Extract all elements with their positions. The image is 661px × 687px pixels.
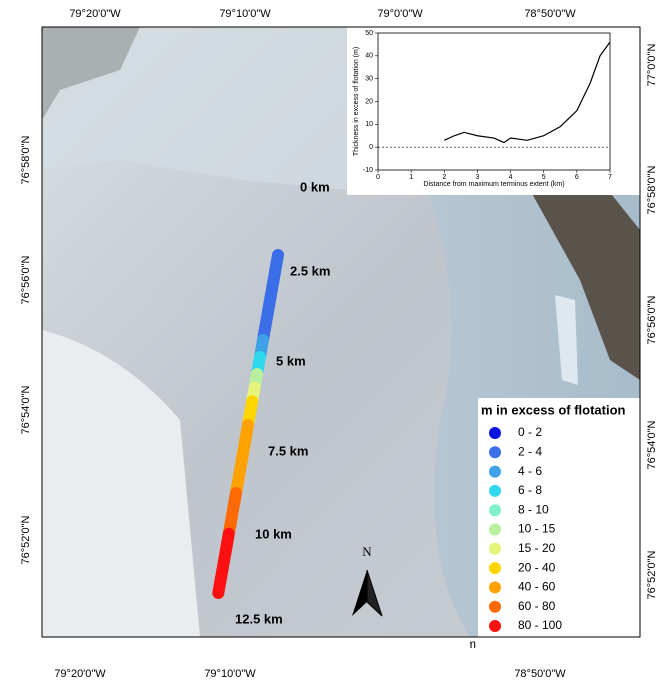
distance-label: 2.5 km — [290, 263, 330, 278]
x-tick-label: 3 — [475, 174, 479, 181]
x-tick-label: 7 — [608, 174, 612, 181]
distance-label: 7.5 km — [268, 443, 308, 458]
distance-label: 0 km — [300, 179, 330, 194]
legend-swatch — [489, 562, 501, 575]
legend-swatch — [489, 620, 501, 632]
lon-label: 79°20'0"W — [69, 8, 121, 20]
x-tick-label: 2 — [442, 174, 446, 181]
track — [212, 249, 284, 599]
x-tick-label: 1 — [409, 174, 413, 181]
y-tick-label: 30 — [365, 76, 373, 83]
y-tick-label: 40 — [365, 53, 373, 60]
legend-swatch — [489, 600, 501, 613]
legend-panel — [478, 398, 640, 637]
legend-swatch — [489, 427, 501, 439]
data-line — [444, 41, 611, 144]
legend-label: 8 - 10 — [518, 502, 549, 516]
lat-label: 76°54'0"N — [20, 385, 32, 434]
y-tick-label: 10 — [365, 121, 373, 128]
lon-label: 79°10'0"W — [204, 668, 256, 680]
legend-swatch — [489, 465, 501, 478]
track-point — [212, 586, 225, 599]
y-axis-label: Thickness in excess of flotation (m) — [353, 47, 360, 156]
legend-label: 4 - 6 — [518, 464, 542, 478]
north-arrow — [352, 569, 383, 617]
lat-label: 76°56'0"N — [20, 255, 32, 304]
legend-title: m in excess of flotation — [481, 402, 626, 417]
lat-label: 76°58'0"N — [646, 165, 658, 214]
legend-swatch — [489, 504, 501, 517]
x-axis-label: Distance from maximum terminus extent (k… — [423, 181, 564, 188]
x-tick-label: 5 — [542, 174, 546, 181]
x-tick-label: 6 — [575, 174, 579, 181]
legend-swatch — [489, 484, 501, 497]
lat-label: 76°52'0"N — [646, 550, 658, 599]
lat-label: 76°54'0"N — [646, 420, 658, 469]
legend-label: 15 - 20 — [518, 541, 556, 555]
y-tick-label: 20 — [365, 98, 373, 105]
x-tick-label: 4 — [509, 174, 513, 181]
lon-label: 78°50'0"W — [524, 8, 576, 20]
distance-label: 12.5 km — [235, 611, 283, 626]
legend-swatch — [489, 581, 501, 594]
legend-label: 2 - 4 — [518, 444, 542, 458]
map-frame — [41, 26, 641, 638]
lon-label: 79°20'0"W — [54, 668, 106, 680]
legend-label: 20 - 40 — [518, 560, 556, 574]
legend-label: 6 - 8 — [518, 483, 542, 497]
y-tick-label: 0 — [369, 144, 373, 151]
scale-panel — [270, 637, 470, 687]
y-tick-label: -10 — [363, 167, 373, 174]
distance-label: 5 km — [276, 353, 306, 368]
legend-label: 0 - 2 — [518, 425, 542, 439]
legend-swatch — [489, 523, 501, 536]
y-tick-label: 50 — [365, 30, 373, 37]
legend-label: 80 - 100 — [518, 618, 562, 632]
legend-swatch — [489, 446, 501, 459]
x-tick-label: 0 — [376, 174, 380, 181]
distance-label: 10 km — [255, 526, 292, 541]
inset-panel — [347, 27, 640, 195]
lat-label: 76°58'0"N — [20, 135, 32, 184]
lat-label: 76°56'0"N — [646, 295, 658, 344]
north-label: N — [362, 544, 372, 559]
lat-label: 76°52'0"N — [20, 515, 32, 564]
legend-swatch — [489, 542, 501, 555]
lon-label: 79°10'0"W — [219, 8, 271, 20]
legend-label: 60 - 80 — [518, 599, 556, 613]
legend-label: 10 - 15 — [518, 522, 556, 536]
legend-label: 40 - 60 — [518, 580, 556, 594]
lon-label: 78°50'0"W — [514, 668, 566, 680]
lat-label: 77°0'0"N — [646, 44, 658, 87]
lon-label: 79°0'0"W — [377, 8, 423, 20]
